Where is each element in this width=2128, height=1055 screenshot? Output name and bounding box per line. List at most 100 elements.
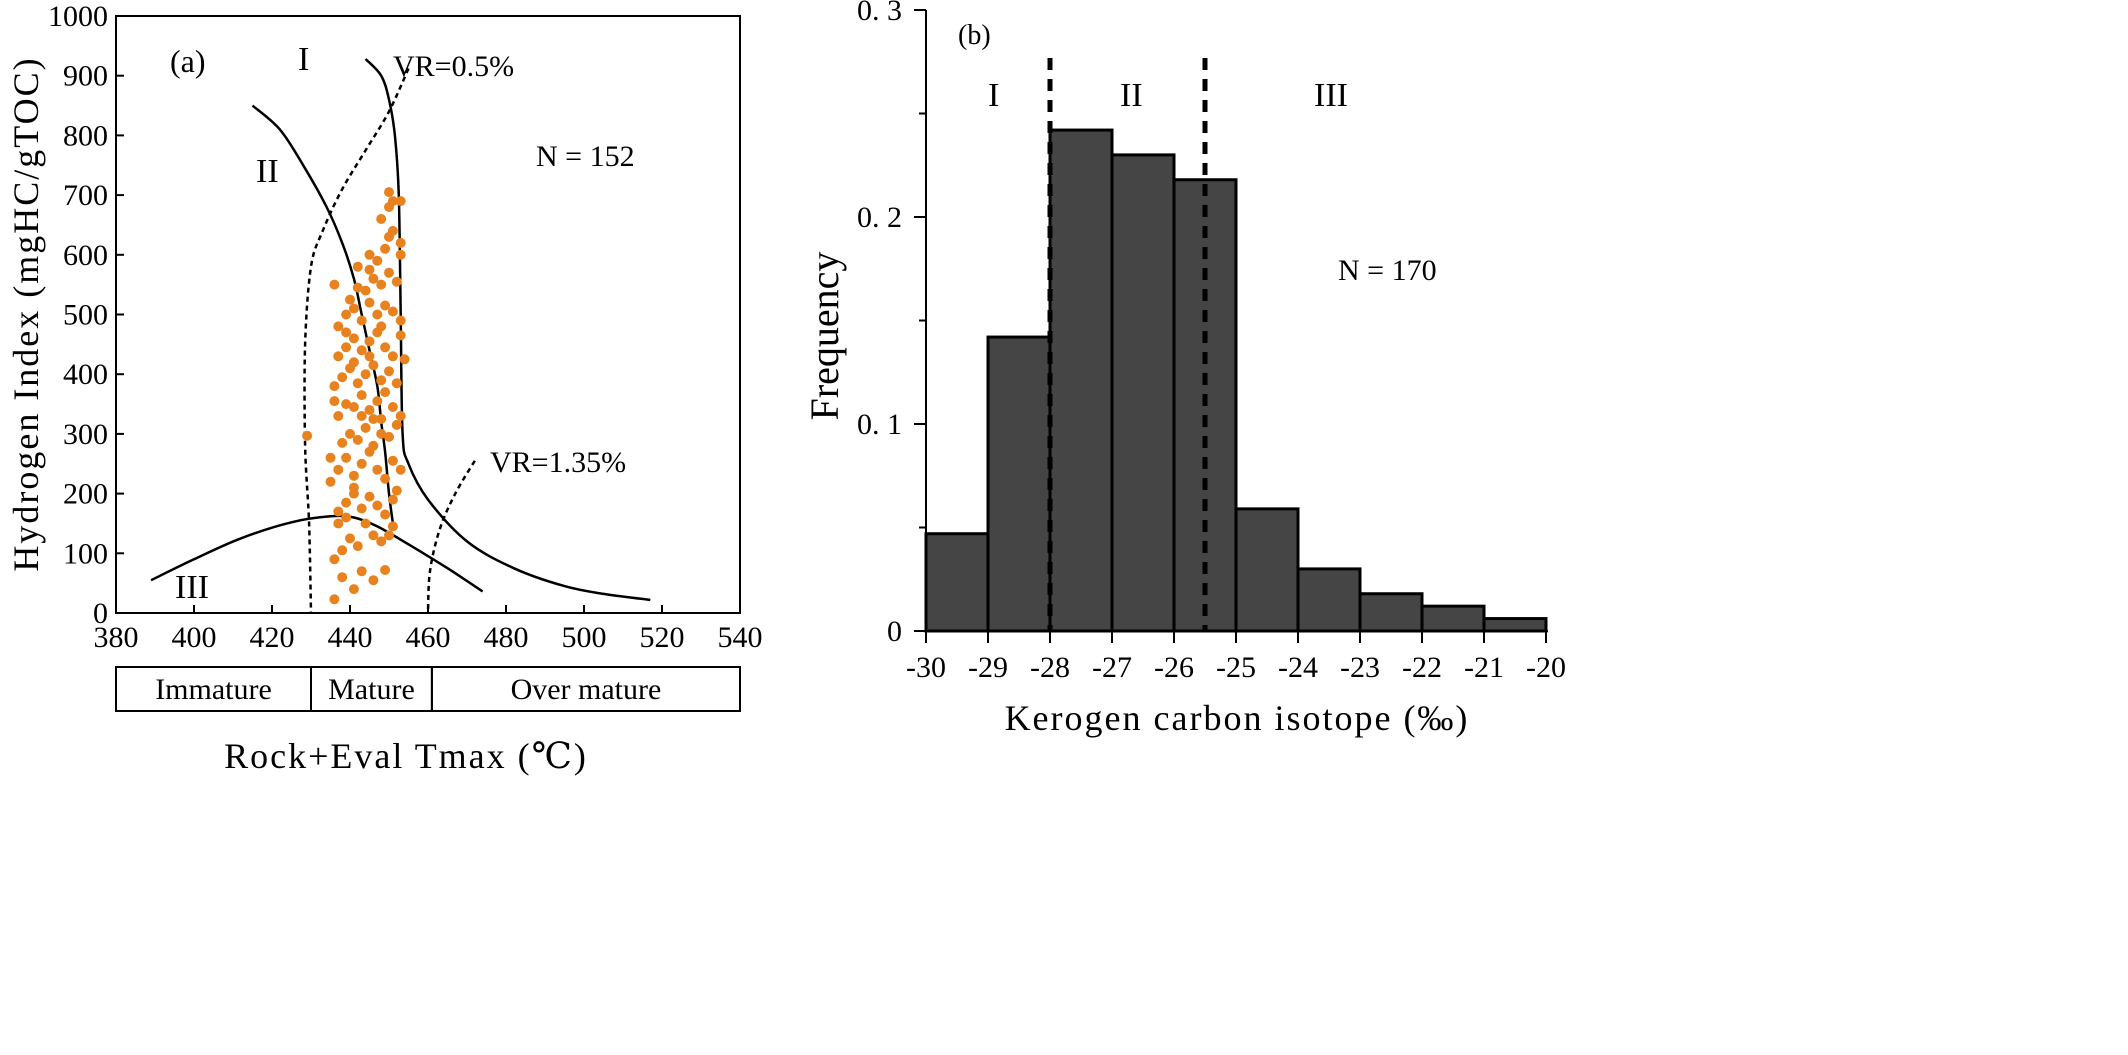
data-point — [356, 411, 367, 421]
data-point — [380, 509, 391, 520]
data-point — [360, 369, 371, 380]
data-point — [376, 414, 387, 424]
data-point — [395, 315, 406, 326]
data-point — [384, 267, 394, 278]
data-point — [376, 279, 387, 290]
data-point — [384, 530, 394, 541]
curve-5 — [426, 460, 476, 614]
panel-a-region-label-2: II — [256, 153, 279, 190]
data-point — [380, 565, 391, 575]
data-point — [372, 255, 383, 266]
y-tick-label: 500 — [63, 299, 108, 332]
data-point — [364, 297, 375, 308]
histogram-bar — [1110, 153, 1176, 633]
data-point — [372, 396, 383, 407]
data-point — [341, 512, 352, 523]
data-point — [380, 387, 391, 398]
x-tick-label: 460 — [406, 621, 451, 654]
data-point — [348, 357, 359, 368]
y-tick-label: 200 — [63, 478, 108, 511]
data-point — [329, 396, 340, 407]
data-point — [364, 405, 375, 415]
histogram-bar — [1420, 604, 1486, 633]
data-point — [348, 333, 359, 344]
y-tick-label: 100 — [63, 537, 108, 570]
data-point — [380, 243, 391, 254]
panel-a-region-label-1: I — [298, 41, 309, 78]
curve-2 — [251, 104, 395, 524]
y-tick-label: 400 — [63, 358, 108, 391]
panel-a-y-axis-label: Hydrogen Index (mgHC/gTOC) — [6, 56, 46, 571]
x-tick-label: -21 — [1464, 651, 1504, 684]
data-point — [325, 476, 336, 487]
data-point — [387, 521, 398, 532]
data-point — [352, 261, 363, 272]
data-point — [384, 366, 394, 377]
data-point — [352, 434, 363, 445]
x-tick-label: 480 — [484, 621, 529, 654]
panel-a-chart: 380 400 420 440 460 480 500 520 540 0 100 200 300 40… — [6, 0, 763, 776]
data-point — [329, 554, 340, 565]
panel-a-region-label-3: III — [175, 569, 209, 606]
panel-a-vr-label-1: VR=0.5% — [393, 50, 514, 83]
data-point — [325, 452, 336, 463]
data-point — [360, 518, 371, 529]
data-point — [364, 249, 375, 260]
data-point — [395, 330, 406, 341]
data-point — [384, 431, 394, 442]
data-point — [360, 285, 371, 296]
panel-a-label: (a) — [170, 43, 206, 79]
data-point — [376, 428, 387, 439]
x-tick-label: -26 — [1154, 651, 1194, 684]
maturity-band-label: Over mature — [511, 673, 662, 706]
data-point — [364, 351, 375, 362]
histogram-bar — [1482, 617, 1548, 633]
y-tick-label: 0 — [887, 615, 902, 648]
x-tick-label: -22 — [1402, 651, 1442, 684]
data-point — [348, 470, 359, 481]
y-tick-label: 900 — [63, 60, 108, 93]
histogram-bar — [1296, 567, 1362, 633]
data-point — [384, 187, 394, 198]
panel-b-dividers — [1047, 58, 1208, 631]
x-tick-label: -25 — [1216, 651, 1256, 684]
panel-a-plot-frame — [115, 15, 741, 614]
maturity-band — [430, 666, 741, 712]
data-point — [395, 411, 406, 421]
panel-a-y-ticks: 0 100 200 300 400 500 600 700 800 900 1000 — [48, 0, 124, 630]
y-tick-label: 0 — [93, 597, 108, 630]
x-tick-label: -23 — [1340, 651, 1380, 684]
x-tick-label: 500 — [562, 621, 607, 654]
data-point — [372, 309, 383, 320]
data-point — [368, 360, 379, 371]
data-point — [333, 321, 344, 332]
data-point — [352, 282, 363, 293]
data-point — [341, 327, 352, 338]
data-point — [356, 345, 367, 356]
panel-a-x-axis-label: Rock+Eval Tmax (℃) — [224, 736, 588, 776]
data-point — [356, 390, 367, 401]
data-point — [345, 533, 355, 544]
data-point — [341, 342, 352, 353]
panel-b-region-label-1: I — [988, 77, 999, 114]
data-point — [368, 440, 379, 451]
data-point — [376, 536, 387, 547]
data-point — [333, 464, 344, 475]
data-point — [395, 249, 406, 260]
histogram-bar — [986, 335, 1052, 633]
x-tick-label: -20 — [1526, 651, 1566, 684]
data-point — [345, 428, 355, 439]
data-point — [302, 430, 313, 441]
panel-b-region-label-3: III — [1314, 77, 1348, 114]
data-point — [356, 566, 367, 577]
panel-a-maturity-bands: Immature Mature Over mature — [115, 666, 741, 712]
data-point — [399, 354, 410, 365]
data-point — [380, 342, 391, 353]
data-point — [329, 594, 340, 605]
x-tick-label: 400 — [172, 621, 217, 654]
x-tick-label: 420 — [250, 621, 295, 654]
data-point — [368, 575, 379, 586]
data-point — [348, 402, 359, 412]
data-point — [333, 506, 344, 517]
